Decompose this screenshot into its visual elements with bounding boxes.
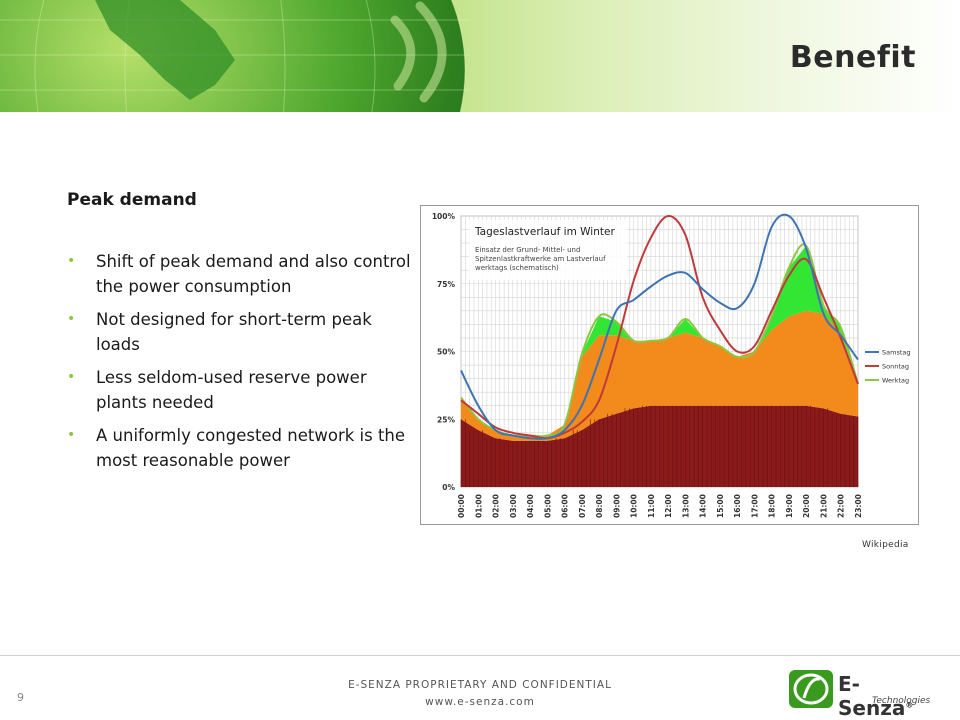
footer-divider bbox=[0, 655, 960, 656]
footer-text: E-SENZA PROPRIETARY AND CONFIDENTIAL www… bbox=[0, 677, 960, 711]
x-tick-label: 16:00 bbox=[733, 494, 742, 518]
legend-label: Sonntag bbox=[882, 363, 909, 371]
x-tick-label: 04:00 bbox=[526, 494, 535, 518]
y-tick-label: 50% bbox=[437, 348, 455, 357]
x-tick-label: 11:00 bbox=[647, 494, 656, 518]
x-tick-label: 12:00 bbox=[664, 494, 673, 518]
bullet-dot-icon: • bbox=[67, 253, 76, 269]
y-tick-label: 75% bbox=[437, 280, 455, 289]
bullet-text: Shift of peak demand and also control th… bbox=[96, 252, 411, 296]
x-tick-label: 22:00 bbox=[837, 494, 846, 518]
series-line-samstag bbox=[460, 213, 859, 440]
globe-graphic bbox=[0, 0, 470, 112]
mid-load-area bbox=[461, 310, 858, 441]
x-tick-label: 02:00 bbox=[492, 494, 501, 518]
section-heading: Peak demand bbox=[67, 190, 197, 210]
x-tick-label: 00:00 bbox=[457, 494, 466, 518]
bullet-text: Not designed for short-term peak loads bbox=[96, 310, 372, 354]
bullet-text: A uniformly congested network is the mos… bbox=[96, 426, 406, 470]
bullet-item: • Not designed for short-term peak loads bbox=[67, 307, 412, 357]
x-tick-label: 09:00 bbox=[612, 494, 621, 518]
bullet-list: • Shift of peak demand and also control t… bbox=[67, 249, 412, 481]
x-tick-label: 21:00 bbox=[819, 494, 828, 518]
chart-subtitle-line: Einsatz der Grund- Mittel- und bbox=[475, 246, 580, 254]
bullet-item: • Shift of peak demand and also control t… bbox=[67, 249, 412, 299]
x-tick-label: 05:00 bbox=[543, 494, 552, 518]
x-tick-label: 08:00 bbox=[595, 494, 604, 518]
chart-title-box bbox=[469, 220, 627, 280]
x-tick-label: 15:00 bbox=[716, 494, 725, 518]
logo-wordmark: E-Senza® bbox=[838, 672, 933, 720]
chart-subtitle-line: werktags (schematisch) bbox=[475, 264, 559, 272]
chart-svg: 0% 25% 50% 75% 100% 00:00 01:00 02:00 03:00 04:00… bbox=[432, 212, 911, 518]
x-tick-label: 23:00 bbox=[854, 494, 863, 518]
logo-name: E-Senza bbox=[838, 672, 906, 720]
x-tick-label: 10:00 bbox=[630, 494, 639, 518]
x-tick-label: 18:00 bbox=[768, 494, 777, 518]
logo-subtitle: Technologies bbox=[872, 696, 931, 706]
chart-title: Tageslastverlauf im Winter bbox=[474, 226, 615, 238]
x-tick-label: 03:00 bbox=[509, 494, 518, 518]
x-tick-label: 14:00 bbox=[699, 494, 708, 518]
bullet-text: Less seldom-used reserve power plants ne… bbox=[96, 368, 367, 412]
confidential-notice: E-SENZA PROPRIETARY AND CONFIDENTIAL bbox=[348, 679, 612, 691]
bullet-item: • Less seldom-used reserve power plants n… bbox=[67, 365, 412, 415]
bullet-dot-icon: • bbox=[67, 427, 76, 443]
chart-subtitle-line: Spitzenlastkraftwerke am Lastverlauf bbox=[475, 255, 606, 263]
x-tick-label: 01:00 bbox=[474, 494, 483, 518]
header-banner bbox=[0, 0, 960, 112]
series-line-sonntag bbox=[460, 214, 859, 440]
legend-label: Werktag bbox=[882, 377, 909, 385]
y-tick-label: 100% bbox=[432, 212, 456, 221]
x-tick-label: 06:00 bbox=[561, 494, 570, 518]
x-tick-label: 20:00 bbox=[802, 494, 811, 518]
x-tick-label: 19:00 bbox=[785, 494, 794, 518]
page-number: 9 bbox=[17, 691, 24, 704]
bullet-dot-icon: • bbox=[67, 369, 76, 385]
bullet-item: • A uniformly congested network is the mo… bbox=[67, 423, 412, 473]
x-tick-label: 13:00 bbox=[681, 494, 690, 518]
logo-trademark: ® bbox=[905, 700, 914, 710]
x-tick-label: 17:00 bbox=[750, 494, 759, 518]
bullet-dot-icon: • bbox=[67, 311, 76, 327]
chart-subtitle: Einsatz der Grund- Mittel- und Spitzenlas… bbox=[475, 246, 606, 272]
y-tick-label: 0% bbox=[442, 483, 455, 492]
y-tick-label: 25% bbox=[437, 415, 455, 424]
esenza-logo-icon bbox=[789, 670, 833, 708]
slide-title: Benefit bbox=[789, 40, 916, 75]
load-curve-chart: 0% 25% 50% 75% 100% 00:00 01:00 02:00 03:00 04:00… bbox=[420, 205, 919, 525]
esenza-logo: E-Senza® Technologies bbox=[788, 668, 933, 720]
website-link[interactable]: www.e-senza.com bbox=[425, 696, 535, 708]
legend-label: Samstag bbox=[882, 349, 911, 357]
x-tick-label: 07:00 bbox=[578, 494, 587, 518]
source-caption: Wikipedia bbox=[862, 540, 909, 550]
